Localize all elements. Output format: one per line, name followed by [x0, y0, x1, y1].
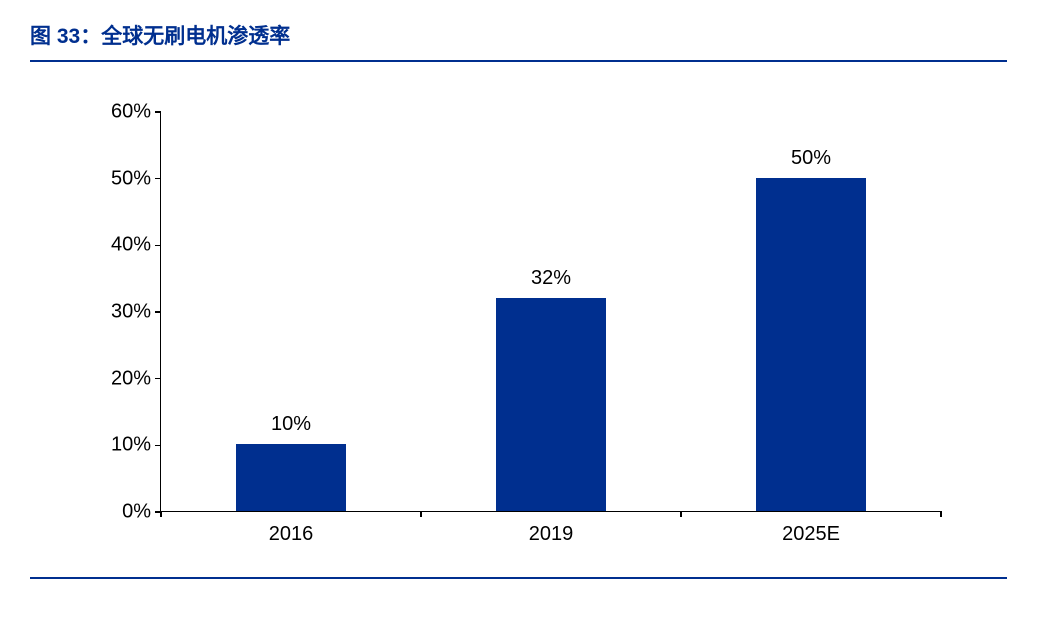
y-tick-mark — [155, 178, 161, 180]
y-tick-mark — [155, 311, 161, 313]
plot-area: 0%10%20%30%40%50%60%10%201632%201950%202… — [160, 112, 940, 512]
divider-bottom — [30, 577, 1007, 579]
x-tick-mark — [420, 511, 422, 517]
x-tick-label: 2025E — [782, 523, 840, 546]
x-tick-mark — [160, 511, 162, 517]
y-tick-mark — [155, 245, 161, 247]
chart-title: 图 33：全球无刷电机渗透率 — [30, 20, 1007, 50]
x-tick-mark — [680, 511, 682, 517]
bar: 50% — [756, 178, 865, 511]
y-tick-mark — [155, 111, 161, 113]
bar: 32% — [496, 298, 605, 511]
y-tick-label: 60% — [111, 101, 151, 124]
y-tick-mark — [155, 445, 161, 447]
y-tick-label: 30% — [111, 301, 151, 324]
y-tick-mark — [155, 378, 161, 380]
y-tick-label: 50% — [111, 167, 151, 190]
y-tick-label: 10% — [111, 434, 151, 457]
bar-value-label: 10% — [271, 413, 311, 436]
divider-top — [30, 60, 1007, 62]
x-tick-label: 2019 — [529, 523, 574, 546]
bar-value-label: 32% — [531, 267, 571, 290]
x-tick-mark — [940, 511, 942, 517]
chart-container: 0% 10% 20% 30% 40% 50% 60% 10% 2016 32% 2019 50% 202… — [90, 102, 970, 562]
bar-value-label: 50% — [791, 147, 831, 170]
y-tick-label: 20% — [111, 367, 151, 390]
y-tick-label: 40% — [111, 234, 151, 257]
x-tick-label: 2016 — [269, 523, 314, 546]
bar: 10% — [236, 444, 345, 511]
y-tick-label: 0% — [122, 501, 151, 524]
